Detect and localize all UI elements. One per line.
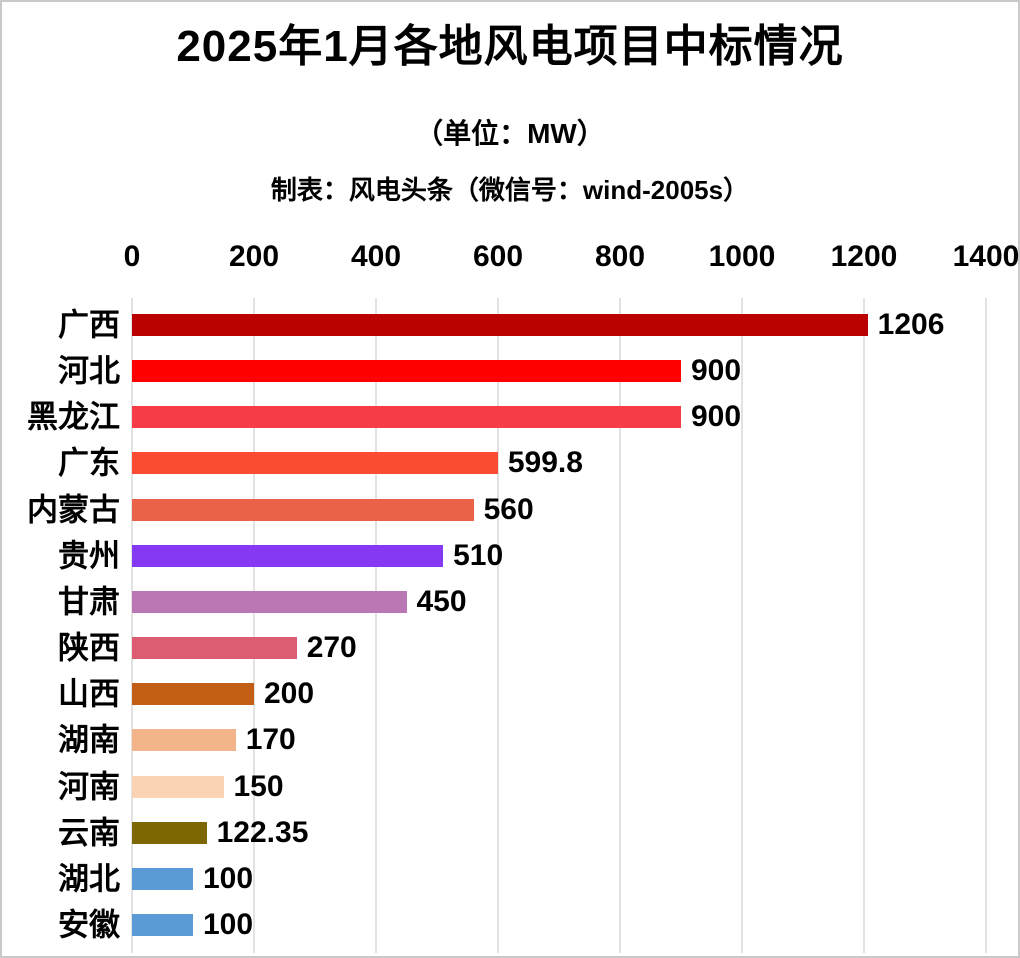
chart-title: 2025年1月各地风电项目中标情况 xyxy=(176,22,844,71)
value-label: 270 xyxy=(306,631,357,665)
category-label: 陕西 xyxy=(58,630,120,666)
bar xyxy=(132,729,236,752)
category-label: 湖北 xyxy=(58,861,120,897)
gridline xyxy=(741,298,743,953)
value-label: 200 xyxy=(264,677,315,711)
value-label: 122.35 xyxy=(216,815,309,849)
value-label: 1206 xyxy=(877,308,945,341)
category-label: 广西 xyxy=(58,307,120,343)
bar xyxy=(132,775,224,798)
gridline xyxy=(619,298,621,953)
category-label: 黑龙江 xyxy=(27,399,120,435)
x-tick-label: 600 xyxy=(472,240,524,273)
gridline xyxy=(985,298,987,953)
bar xyxy=(132,867,193,890)
value-label: 100 xyxy=(203,861,254,895)
bar xyxy=(132,314,868,336)
value-label: 560 xyxy=(483,492,534,526)
credit-label: 制表：风电头条（微信号：wind-2005s） xyxy=(270,175,750,205)
value-label: 510 xyxy=(453,538,504,572)
bar xyxy=(132,590,407,613)
unit-label: （单位：MW） xyxy=(415,118,605,149)
value-label: 450 xyxy=(416,584,467,618)
bar xyxy=(132,498,474,521)
category-label: 河北 xyxy=(58,353,120,389)
x-tick-label: 1400 xyxy=(952,240,1020,273)
value-label: 599.8 xyxy=(507,446,583,480)
x-tick-label: 1000 xyxy=(708,240,776,273)
gridline xyxy=(375,298,377,953)
gridline xyxy=(497,298,499,953)
x-tick-label: 800 xyxy=(594,240,646,273)
value-label: 100 xyxy=(203,907,254,941)
value-label: 900 xyxy=(691,354,742,388)
bar xyxy=(132,452,498,475)
category-label: 湖南 xyxy=(58,722,120,758)
category-label: 广东 xyxy=(58,445,120,481)
value-label: 150 xyxy=(233,769,284,803)
value-label: 170 xyxy=(245,723,296,757)
bar xyxy=(132,360,681,383)
bar xyxy=(132,544,444,567)
gridline xyxy=(863,298,865,953)
x-tick-label: 1200 xyxy=(830,240,898,273)
bar xyxy=(132,913,193,936)
gridline xyxy=(131,298,133,953)
bar xyxy=(132,683,254,706)
category-label: 安徽 xyxy=(58,907,120,943)
category-label: 内蒙古 xyxy=(27,492,120,528)
category-label: 云南 xyxy=(58,815,120,851)
x-tick-label: 400 xyxy=(350,240,402,273)
category-label: 河南 xyxy=(58,769,120,804)
bar xyxy=(132,406,681,429)
x-tick-label: 0 xyxy=(123,240,141,273)
bar xyxy=(132,821,207,844)
category-label: 贵州 xyxy=(58,538,120,574)
value-label: 900 xyxy=(691,400,742,434)
gridline xyxy=(253,298,255,953)
category-label: 山西 xyxy=(58,676,120,712)
x-tick-label: 200 xyxy=(228,240,280,273)
bar xyxy=(132,637,297,660)
category-label: 甘肃 xyxy=(58,584,120,620)
